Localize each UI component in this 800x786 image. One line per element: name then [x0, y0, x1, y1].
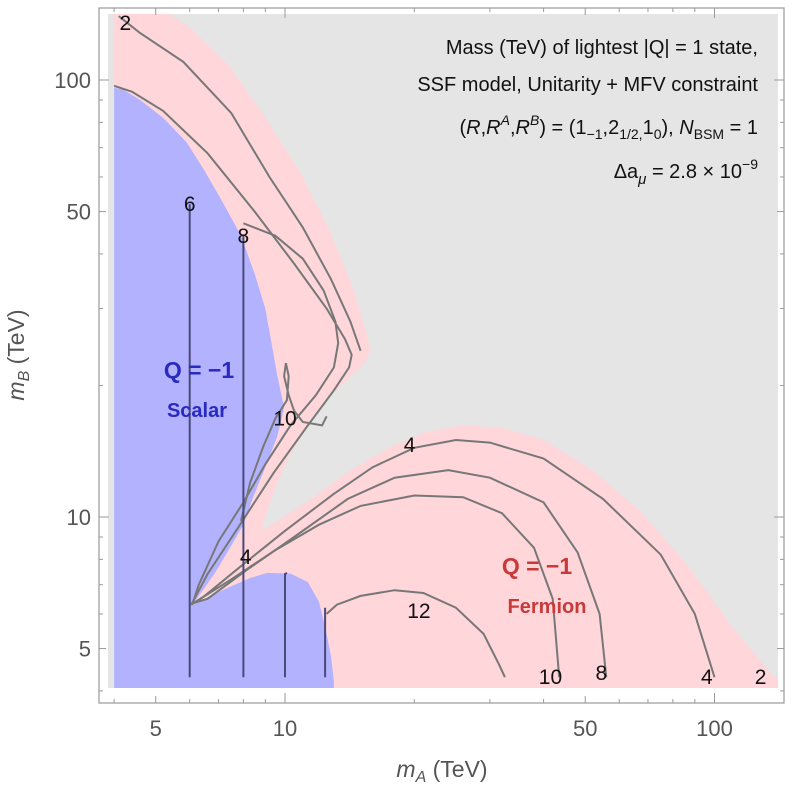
plot-frame	[98, 7, 785, 704]
contour-line-8-2	[191, 222, 608, 678]
y-axis-title: mB (TeV)	[3, 309, 33, 400]
fermion-region-title: Q = −1	[502, 553, 573, 579]
contour-label-9: 4	[701, 666, 713, 689]
contour-line-12-5	[325, 589, 506, 678]
x-tick-label-5: 5	[150, 716, 162, 741]
x-tick-label-10: 10	[273, 716, 297, 741]
x-axis-title: mA (TeV)	[396, 756, 487, 786]
x-tick-label-50: 50	[573, 716, 597, 741]
contour-label-0: 2	[120, 12, 132, 35]
contour-label-8: 8	[595, 662, 607, 685]
contour-label-5: 4	[240, 546, 252, 569]
contour-line-4-1	[113, 84, 716, 678]
fermion-region	[114, 14, 778, 688]
x-tick-label-100: 100	[696, 716, 733, 741]
contour-line-10-4	[195, 494, 561, 678]
contour-line-2-0	[118, 15, 362, 352]
fermion-region-subtitle: Fermion	[508, 596, 587, 618]
contour-label-1: 6	[184, 193, 196, 216]
scalar-region	[114, 87, 334, 688]
y-tick-label-100: 100	[54, 68, 91, 93]
contour-label-4: 4	[404, 434, 416, 457]
y-tick-label-10: 10	[67, 505, 91, 530]
contour-label-10: 2	[755, 666, 767, 689]
y-tick-label-5: 5	[79, 637, 91, 662]
annotation-delta-a-mu: Δaμ = 2.8 × 10−9	[614, 156, 759, 188]
annotation-representation: (R,RA,RB) = (1−1,21/2,10), NBSM = 1	[459, 112, 758, 142]
y-tick-label-50: 50	[67, 200, 91, 225]
contour-label-7: 10	[539, 666, 562, 689]
contour-label-3: 10	[273, 408, 296, 431]
scalar-region-title: Q = −1	[164, 357, 235, 383]
scalar-contour-line-10	[284, 572, 288, 678]
contour-label-2: 8	[238, 225, 250, 248]
annotation-model: SSF model, Unitarity + MFV constraint	[417, 74, 758, 96]
scalar-region-subtitle: Scalar	[167, 400, 227, 422]
annotation-title: Mass (TeV) of lightest |Q| = 1 state,	[446, 37, 758, 59]
contour-line-10-3	[240, 362, 328, 522]
contour-label-6: 12	[407, 600, 430, 623]
